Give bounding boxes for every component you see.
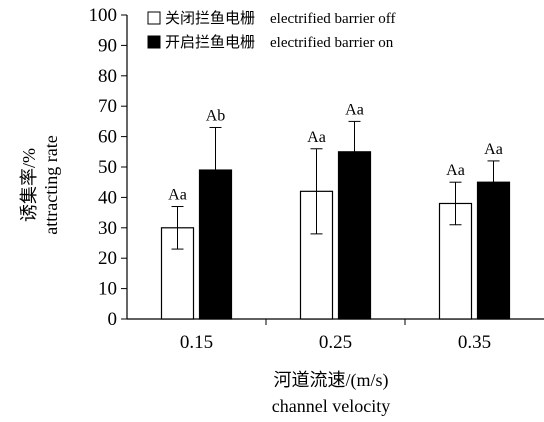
- y-tick-label: 80: [98, 66, 117, 87]
- y-tick-label: 40: [98, 187, 117, 208]
- y-tick-label: 0: [108, 309, 118, 330]
- y-tick-label: 20: [98, 248, 117, 269]
- x-tick-label: 0.15: [180, 332, 213, 353]
- y-tick-label: 90: [98, 35, 117, 56]
- y-axis-title-en: attracting rate: [41, 135, 61, 234]
- data-label: Aa: [168, 187, 187, 204]
- y-tick-label: 10: [98, 279, 117, 300]
- bars: 0.15 Aa Ab 0.25 Aa Aa 0.35 Aa Aa: [160, 101, 511, 353]
- y-tick-label: 30: [98, 218, 117, 239]
- bar-barrier-on: [337, 151, 372, 320]
- legend-label: 关闭拦鱼电栅 electrified barrier off: [165, 9, 395, 27]
- x-axis-title-en: channel velocity: [272, 396, 390, 416]
- x-axis-title-cn: 河道流速/(m/s): [274, 370, 389, 391]
- x-tick-label: 0.25: [319, 332, 352, 353]
- y-tick-label: 50: [98, 157, 117, 178]
- x-tick-label: 0.35: [458, 332, 491, 353]
- legend-label: 开启拦鱼电栅 electrified barrier on: [165, 33, 394, 51]
- y-tick-label: 60: [98, 127, 117, 148]
- y-axis-title: 诱集率/% attracting rate: [19, 135, 61, 234]
- y-axis-title-cn: 诱集率/%: [19, 148, 39, 222]
- data-label: Aa: [307, 129, 326, 146]
- data-label: Ab: [206, 107, 226, 124]
- y-tick-label: 100: [89, 5, 118, 26]
- y-tick-label: 70: [98, 96, 117, 117]
- data-label: Aa: [484, 141, 503, 158]
- legend-swatch: [147, 35, 161, 49]
- data-label: Aa: [446, 162, 465, 179]
- data-label: Aa: [345, 101, 364, 118]
- axes: 0 10 20 30 40 50 60 70 80 90 100: [89, 5, 544, 330]
- legend-swatch: [147, 11, 161, 25]
- legend: 关闭拦鱼电栅 electrified barrier off 开启拦鱼电栅 ele…: [147, 9, 395, 51]
